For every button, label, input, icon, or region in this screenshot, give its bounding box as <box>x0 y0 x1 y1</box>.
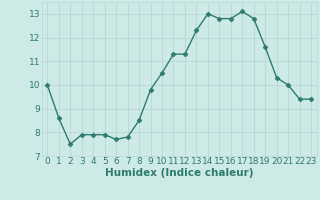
X-axis label: Humidex (Indice chaleur): Humidex (Indice chaleur) <box>105 168 253 178</box>
